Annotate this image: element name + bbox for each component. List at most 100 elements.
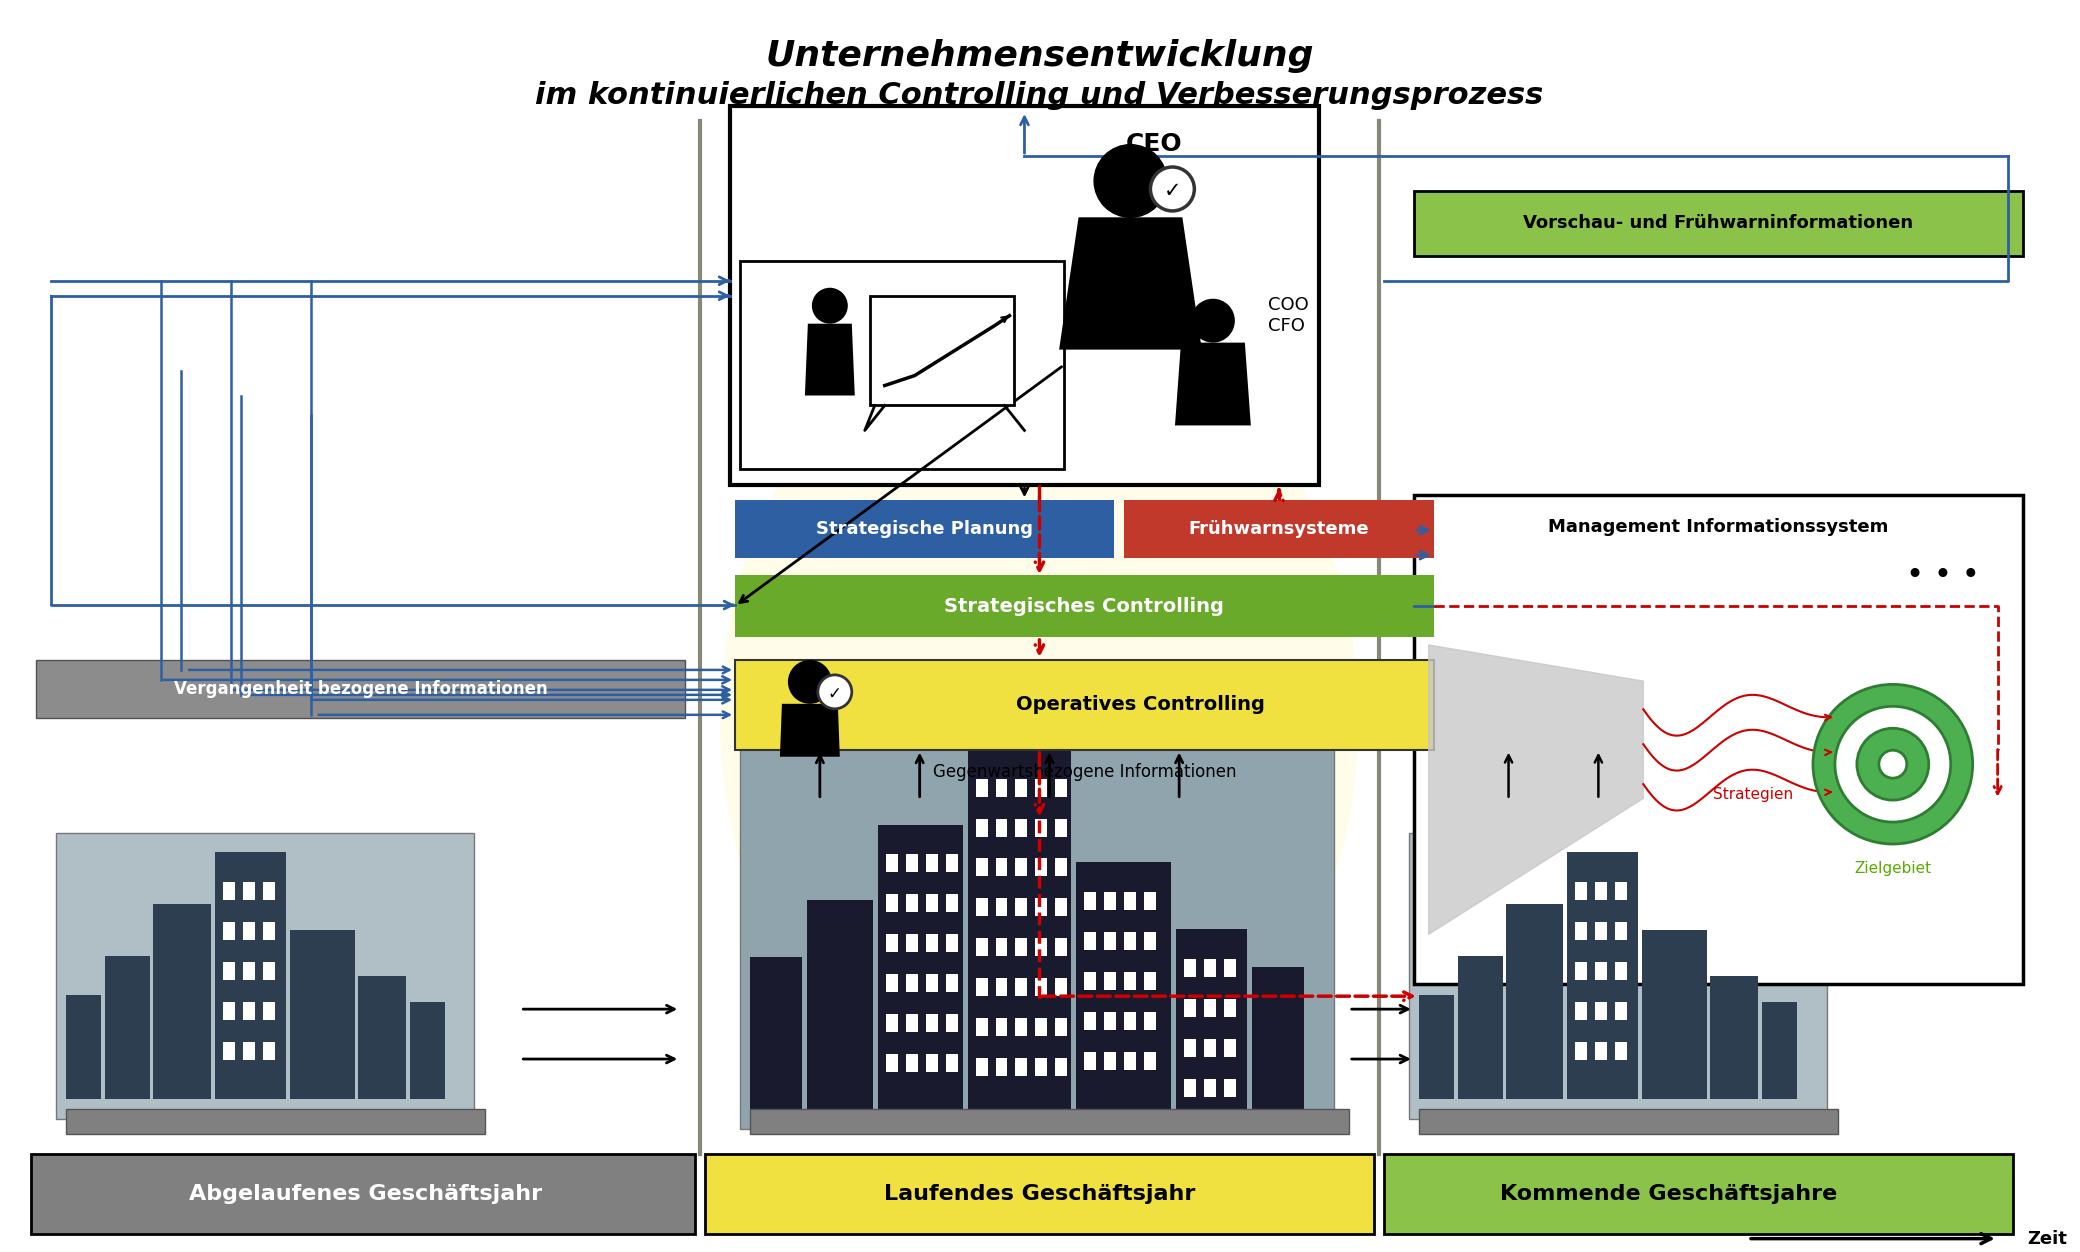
FancyBboxPatch shape [1575, 1042, 1587, 1060]
FancyBboxPatch shape [1125, 501, 1433, 558]
FancyBboxPatch shape [740, 729, 1333, 1129]
FancyBboxPatch shape [1144, 1012, 1156, 1030]
Text: Management Informationssystem: Management Informationssystem [1548, 518, 1889, 536]
FancyBboxPatch shape [926, 1014, 938, 1032]
FancyBboxPatch shape [1643, 930, 1708, 1099]
Text: CEO: CEO [1125, 131, 1181, 156]
FancyBboxPatch shape [1036, 978, 1048, 997]
Circle shape [1192, 299, 1236, 343]
FancyBboxPatch shape [1204, 1079, 1217, 1097]
FancyBboxPatch shape [243, 923, 256, 940]
FancyBboxPatch shape [1595, 963, 1608, 980]
Text: Strategische Planung: Strategische Planung [815, 521, 1034, 538]
FancyBboxPatch shape [1125, 933, 1136, 950]
FancyBboxPatch shape [1225, 999, 1236, 1017]
FancyBboxPatch shape [1104, 893, 1117, 910]
FancyBboxPatch shape [1036, 938, 1048, 957]
FancyBboxPatch shape [976, 779, 988, 796]
FancyBboxPatch shape [730, 106, 1319, 486]
FancyBboxPatch shape [67, 1109, 485, 1134]
FancyBboxPatch shape [1104, 933, 1117, 950]
FancyBboxPatch shape [106, 957, 150, 1099]
FancyBboxPatch shape [1225, 1039, 1236, 1057]
Polygon shape [1429, 645, 1643, 934]
Text: Zielgebiet: Zielgebiet [1853, 861, 1932, 876]
FancyBboxPatch shape [1595, 923, 1608, 940]
Text: Abgelaufenes Geschäftsjahr: Abgelaufenes Geschäftsjahr [189, 1183, 543, 1203]
FancyBboxPatch shape [1015, 938, 1028, 957]
FancyBboxPatch shape [734, 660, 1433, 750]
FancyBboxPatch shape [1616, 923, 1627, 940]
Circle shape [1094, 145, 1167, 218]
FancyBboxPatch shape [1204, 1039, 1217, 1057]
FancyBboxPatch shape [1595, 883, 1608, 900]
FancyBboxPatch shape [1036, 1058, 1048, 1075]
FancyBboxPatch shape [996, 819, 1007, 836]
FancyBboxPatch shape [1015, 899, 1028, 916]
Text: COO
CFO: COO CFO [1269, 297, 1308, 336]
FancyBboxPatch shape [1175, 929, 1248, 1109]
FancyBboxPatch shape [1419, 1109, 1839, 1134]
FancyBboxPatch shape [807, 900, 874, 1109]
FancyBboxPatch shape [751, 1109, 1348, 1134]
FancyBboxPatch shape [905, 1014, 917, 1032]
Circle shape [1878, 750, 1907, 779]
FancyBboxPatch shape [1015, 978, 1028, 997]
FancyBboxPatch shape [262, 1042, 275, 1060]
FancyBboxPatch shape [1419, 995, 1454, 1099]
FancyBboxPatch shape [926, 934, 938, 953]
FancyBboxPatch shape [1616, 963, 1627, 980]
Circle shape [811, 288, 849, 324]
FancyBboxPatch shape [946, 855, 957, 873]
FancyBboxPatch shape [1104, 1052, 1117, 1070]
FancyBboxPatch shape [1084, 1052, 1096, 1070]
FancyBboxPatch shape [1616, 1042, 1627, 1060]
Text: • • •: • • • [1905, 561, 1980, 590]
FancyBboxPatch shape [1144, 973, 1156, 990]
FancyBboxPatch shape [886, 1014, 899, 1032]
FancyBboxPatch shape [1204, 999, 1217, 1017]
FancyBboxPatch shape [1125, 1052, 1136, 1070]
Polygon shape [1059, 218, 1202, 349]
FancyBboxPatch shape [1575, 883, 1587, 900]
FancyBboxPatch shape [154, 904, 210, 1099]
FancyBboxPatch shape [1015, 819, 1028, 836]
FancyBboxPatch shape [1075, 863, 1171, 1109]
FancyBboxPatch shape [878, 825, 963, 1109]
FancyBboxPatch shape [1184, 1079, 1196, 1097]
Polygon shape [805, 324, 855, 396]
FancyBboxPatch shape [905, 855, 917, 873]
FancyBboxPatch shape [996, 1058, 1007, 1075]
Circle shape [1835, 706, 1951, 823]
FancyBboxPatch shape [976, 859, 988, 876]
FancyBboxPatch shape [243, 963, 256, 980]
FancyBboxPatch shape [31, 1154, 695, 1233]
FancyBboxPatch shape [976, 978, 988, 997]
FancyBboxPatch shape [1252, 968, 1304, 1109]
FancyBboxPatch shape [214, 853, 285, 1099]
FancyBboxPatch shape [56, 833, 474, 1119]
FancyBboxPatch shape [1125, 973, 1136, 990]
FancyBboxPatch shape [996, 859, 1007, 876]
FancyBboxPatch shape [1084, 893, 1096, 910]
FancyBboxPatch shape [976, 899, 988, 916]
FancyBboxPatch shape [1225, 959, 1236, 978]
FancyBboxPatch shape [946, 894, 957, 913]
FancyBboxPatch shape [1084, 973, 1096, 990]
FancyBboxPatch shape [1036, 899, 1048, 916]
FancyBboxPatch shape [223, 1002, 235, 1020]
FancyBboxPatch shape [1084, 933, 1096, 950]
FancyBboxPatch shape [1036, 859, 1048, 876]
FancyBboxPatch shape [1616, 1002, 1627, 1020]
FancyBboxPatch shape [262, 963, 275, 980]
FancyBboxPatch shape [1125, 1012, 1136, 1030]
Text: ✓: ✓ [1163, 182, 1181, 202]
FancyBboxPatch shape [976, 819, 988, 836]
FancyBboxPatch shape [262, 883, 275, 900]
FancyBboxPatch shape [1414, 192, 2022, 255]
Circle shape [1857, 729, 1928, 800]
Circle shape [1814, 685, 1972, 844]
FancyBboxPatch shape [967, 749, 1071, 1109]
FancyBboxPatch shape [1036, 819, 1048, 836]
FancyBboxPatch shape [996, 899, 1007, 916]
